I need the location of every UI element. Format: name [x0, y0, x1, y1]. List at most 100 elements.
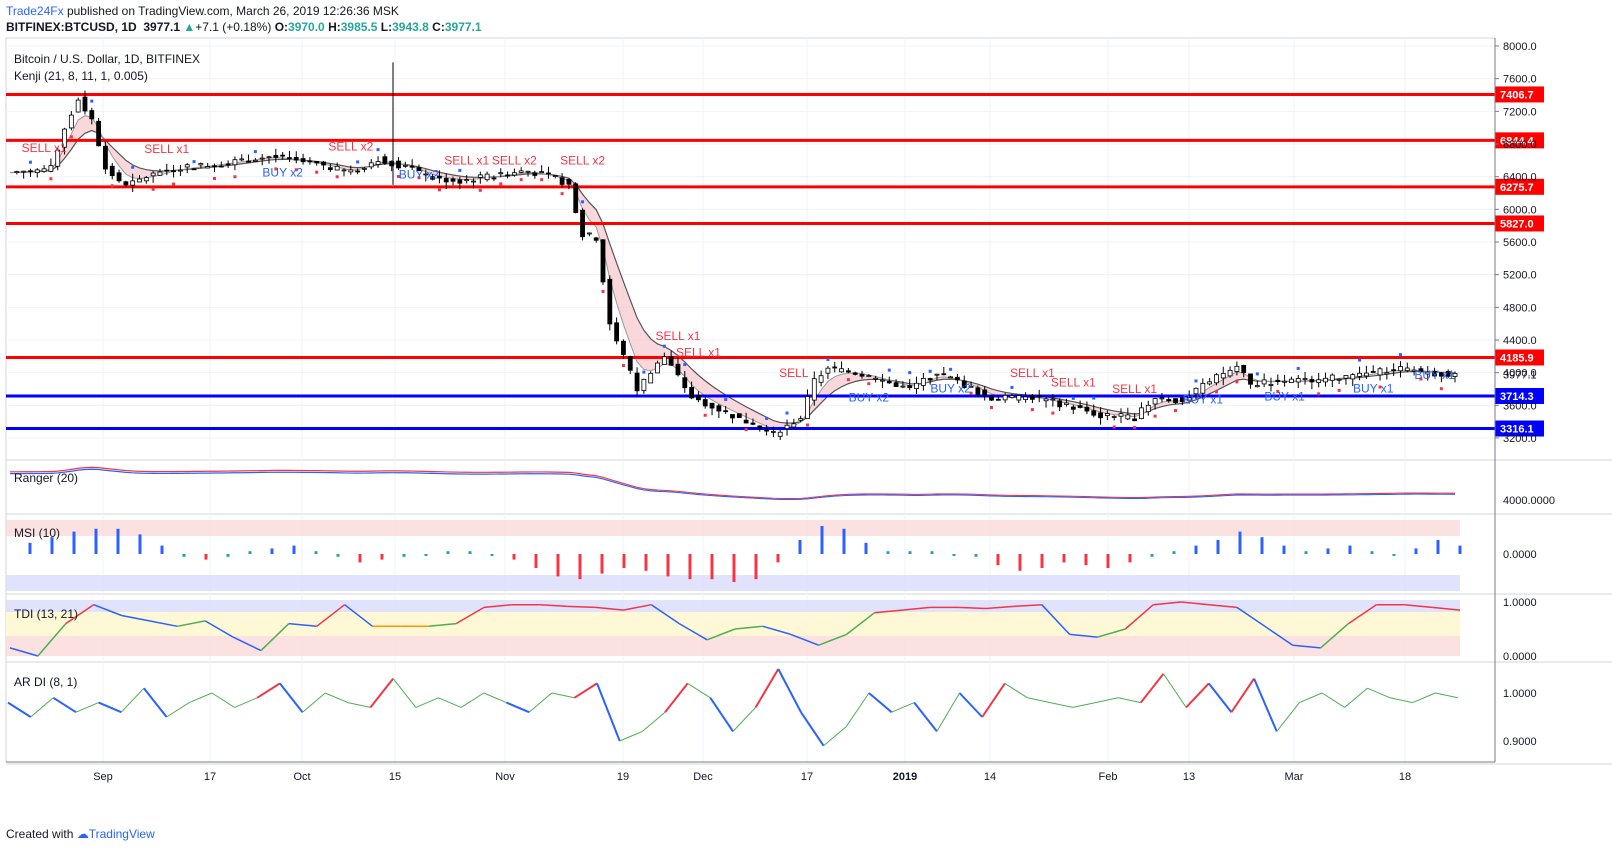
candle-body	[1118, 413, 1124, 417]
price-candles	[14, 62, 1458, 441]
candle-body	[293, 156, 299, 161]
candle-body	[1193, 387, 1199, 395]
candle-body	[1050, 398, 1056, 401]
tdi-line	[1153, 601, 1182, 606]
tdi-tick-label: 1.0000	[1503, 597, 1537, 609]
y-tick-label: 8000.0	[1503, 41, 1537, 53]
ardi-indicator-label: AR DI (8, 1)	[14, 675, 78, 689]
ardi-line	[642, 711, 666, 732]
ardi-tick-label: 0.9000	[1503, 736, 1537, 748]
signal-dot	[1194, 379, 1198, 383]
candle-body	[48, 165, 54, 172]
candle-body	[184, 164, 190, 168]
msi-bar	[160, 545, 164, 554]
candle-body	[955, 376, 960, 381]
candle-body	[1282, 380, 1287, 383]
candle-body	[1036, 395, 1042, 398]
signal-dot	[1276, 389, 1280, 393]
signal-dot	[560, 192, 564, 196]
candle-body	[1384, 372, 1390, 375]
ardi-line	[981, 682, 1006, 718]
footer: Created with ☁TradingView	[6, 827, 155, 841]
candle-body	[1043, 398, 1049, 402]
tdi-line	[846, 612, 875, 635]
ardi-line	[1163, 673, 1187, 708]
candle-body	[791, 423, 797, 428]
candle-body	[614, 322, 620, 342]
grid-lines	[5, 37, 1612, 765]
last-price-label: 3977.1	[1503, 370, 1537, 382]
msi-bar	[490, 554, 494, 556]
msi-bar	[974, 554, 978, 557]
signal-dot	[1133, 425, 1137, 429]
candle-body	[239, 158, 245, 161]
msi-bar	[952, 554, 956, 556]
candle-body	[137, 178, 142, 183]
msi-bar	[666, 554, 670, 577]
candle-body	[471, 180, 476, 183]
signal-dot	[274, 167, 278, 171]
msi-bar	[1392, 554, 1396, 556]
ardi-line	[166, 702, 190, 718]
ardi-line	[528, 692, 553, 713]
ardi-line	[1050, 702, 1073, 708]
msi-bar	[226, 554, 230, 557]
candle-body	[505, 174, 510, 177]
tdi-line	[93, 604, 122, 617]
candle-body	[743, 419, 749, 424]
tdi-upper-zone	[6, 600, 1460, 612]
tdi-line	[678, 622, 708, 641]
signal-dot	[1071, 396, 1075, 400]
signal-dot	[805, 423, 809, 427]
candle-body	[845, 370, 851, 373]
signal-dot	[417, 176, 421, 180]
tdi-line	[958, 606, 986, 610]
candle-body	[600, 239, 606, 283]
candle-body	[777, 431, 783, 437]
msi-bar	[50, 537, 54, 554]
tradingview-link[interactable]: TradingView	[88, 827, 155, 841]
tdi-line	[650, 604, 680, 625]
created-with-label: Created with	[6, 827, 74, 841]
candle-body	[1248, 373, 1253, 385]
ranger-line	[9, 469, 1456, 500]
candle-body	[736, 413, 742, 418]
candle-body	[995, 398, 1001, 401]
candle-body	[68, 114, 74, 129]
candle-body	[580, 209, 585, 238]
msi-bar	[336, 554, 340, 557]
msi-bar	[446, 551, 450, 554]
candle-body	[1016, 395, 1022, 401]
published-info: published on TradingView.com, March 26, …	[66, 4, 399, 18]
signal-sell-label: SELL x2	[328, 140, 373, 154]
candle-body	[927, 378, 933, 381]
msi-bar	[270, 548, 274, 554]
ardi-line	[1276, 702, 1300, 732]
tdi-line	[1013, 603, 1042, 608]
candle-body	[477, 174, 483, 178]
candle-body	[566, 178, 572, 185]
tdi-line	[762, 625, 791, 636]
ardi-line	[823, 726, 847, 747]
candle-body	[109, 165, 115, 177]
candle-body	[1064, 402, 1069, 405]
candle-body	[205, 166, 211, 169]
msi-bar	[732, 554, 736, 582]
tdi-line	[1432, 606, 1461, 611]
candle-body	[150, 172, 156, 177]
signal-dot	[110, 184, 114, 188]
ardi-line	[7, 701, 32, 718]
tdi-line	[204, 620, 234, 638]
y-tick-label: 5200.0	[1503, 270, 1537, 282]
ardi-line	[211, 692, 235, 708]
publisher-link[interactable]: Trade24Fx	[6, 4, 64, 18]
candle-body	[873, 377, 879, 380]
candle-body	[1132, 418, 1138, 422]
candle-body	[143, 177, 149, 182]
msi-bar	[930, 551, 934, 554]
candle-body	[1323, 377, 1328, 383]
open-label: O:	[274, 20, 289, 34]
candle-body	[423, 173, 429, 176]
ardi-line	[619, 730, 643, 742]
ardi-line	[143, 687, 168, 718]
